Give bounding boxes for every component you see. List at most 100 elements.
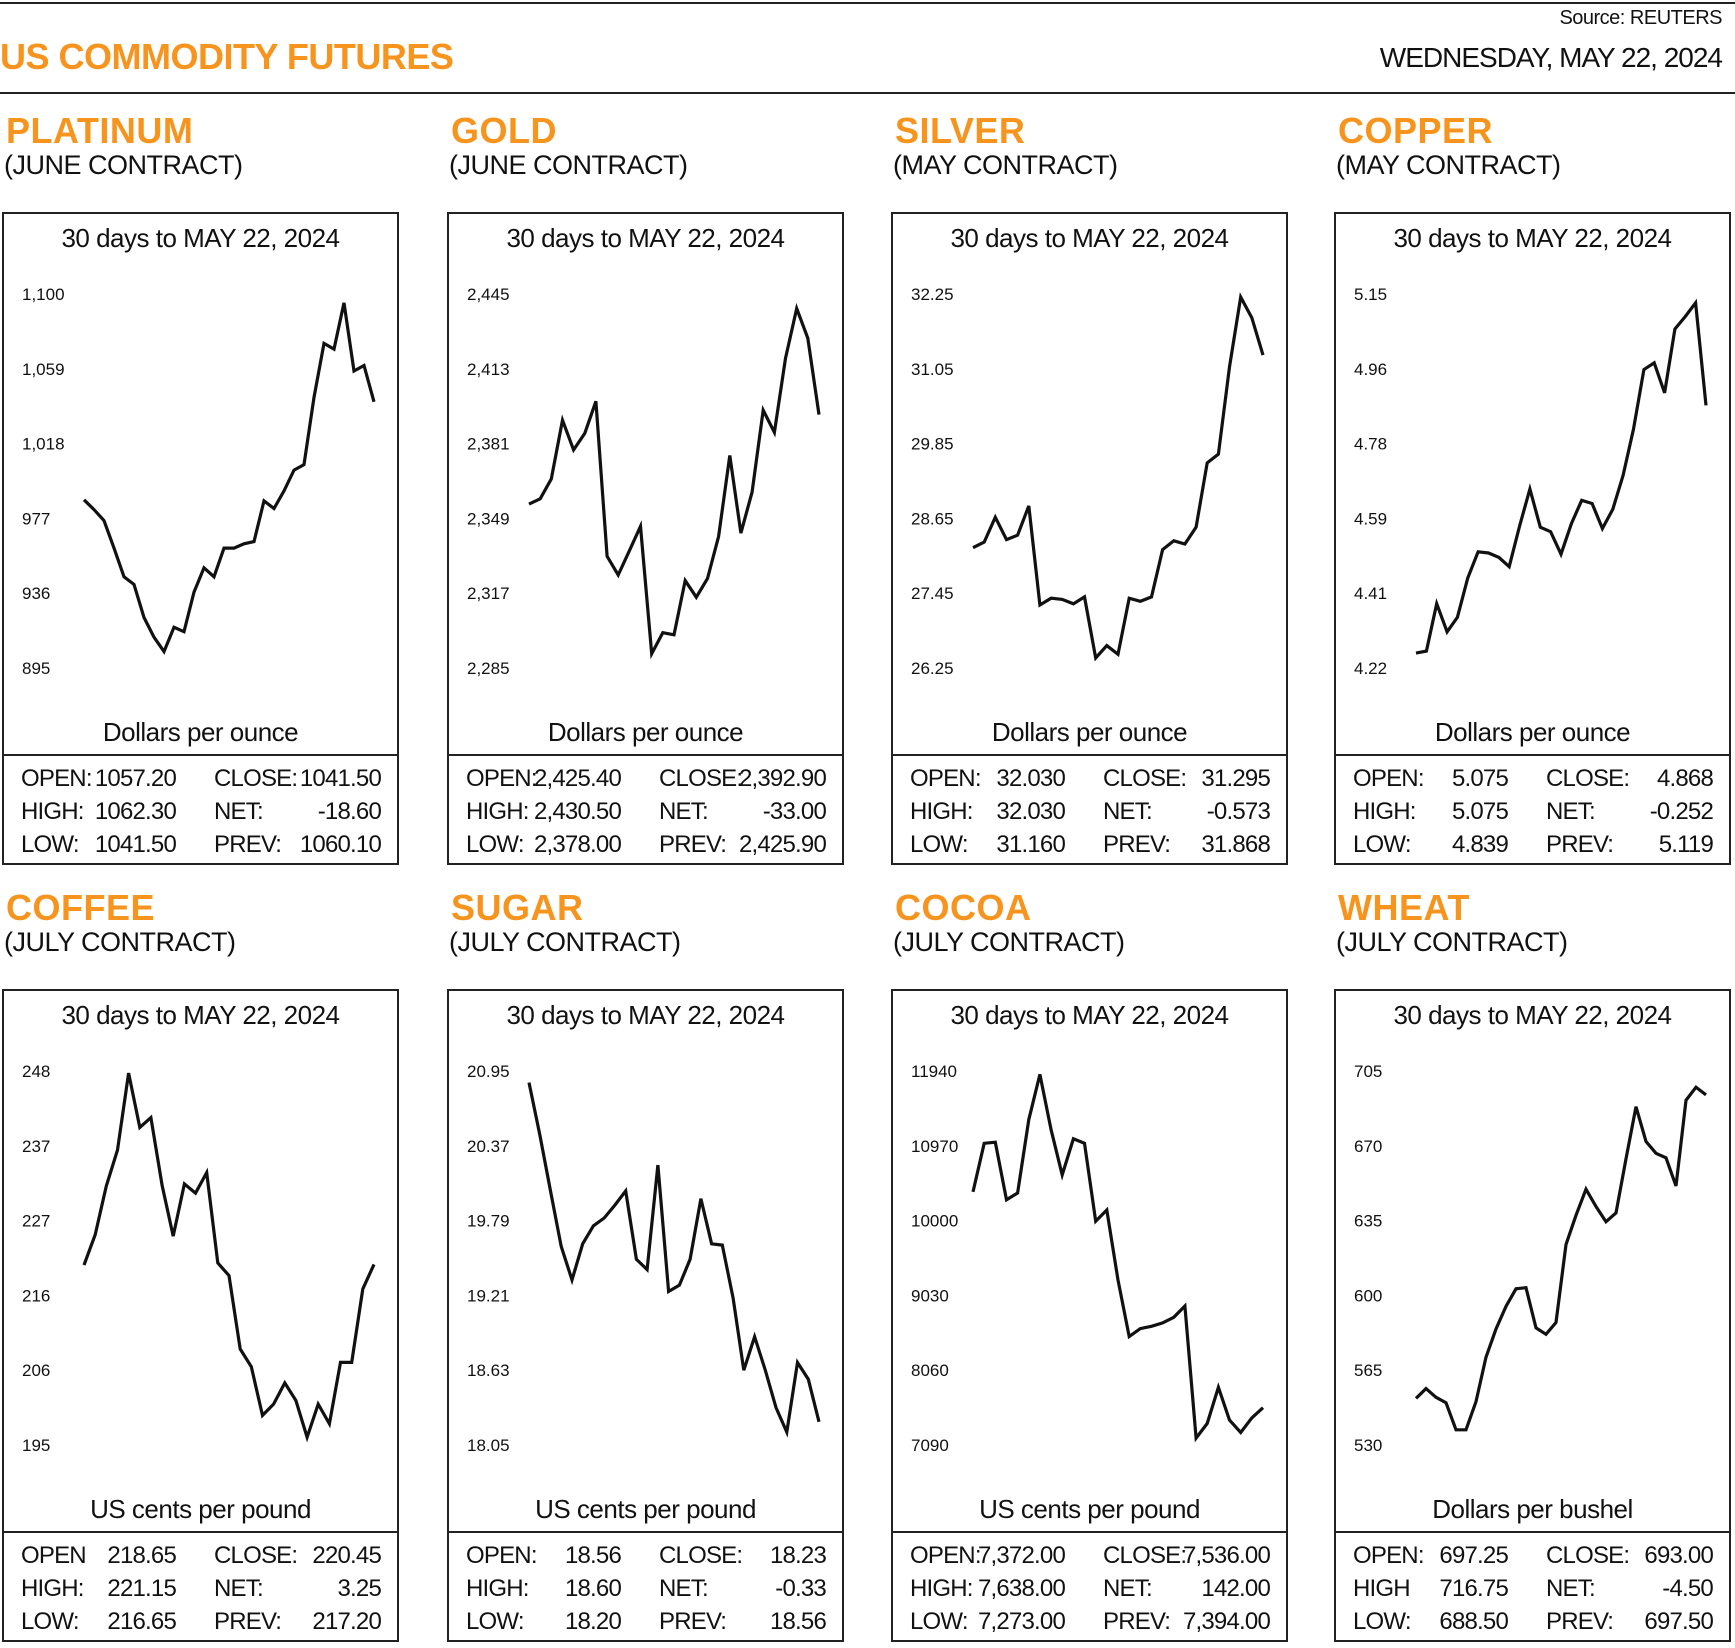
stat-label: LOW: [21, 1608, 79, 1635]
y-tick-label: 2,381 [467, 435, 510, 454]
stats-divider [449, 1531, 842, 1533]
chart-box: 30 days to MAY 22, 2024 5.15 4.96 4.78 4.59 4… [1334, 212, 1731, 865]
stat-value: 1057.20 [94, 765, 177, 792]
y-tick-label: 1,059 [22, 360, 65, 379]
y-tick-label: 2,349 [467, 509, 510, 528]
stat-label: NET: [659, 798, 709, 825]
chart-title: 30 days to MAY 22, 2024 [950, 223, 1229, 253]
stat-value: 5.075 [1451, 798, 1509, 825]
chart-box: 30 days to MAY 22, 2024 32.25 31.05 29.85 28… [891, 212, 1288, 865]
y-tick-label: 705 [1354, 1062, 1382, 1081]
contract-label: (JUNE CONTRACT) [449, 150, 688, 180]
stats-divider [1336, 1531, 1729, 1533]
y-tick-label: 19.79 [467, 1212, 510, 1231]
commodity-name: PLATINUM [6, 110, 194, 151]
contract-label: (JULY CONTRACT) [893, 927, 1125, 957]
y-tick-label: 31.05 [911, 360, 954, 379]
stat-label: NET: [214, 1575, 264, 1602]
chart-title: 30 days to MAY 22, 2024 [1393, 223, 1672, 253]
stat-label: HIGH: [910, 798, 973, 825]
stat-value: -4.50 [1662, 1575, 1714, 1602]
y-tick-label: 2,317 [467, 584, 510, 603]
y-tick-label: 18.05 [467, 1436, 510, 1455]
y-tick-label: 2,413 [467, 360, 510, 379]
stat-value: 1041.50 [94, 831, 177, 858]
contract-label: (JULY CONTRACT) [1336, 927, 1568, 957]
stat-label: LOW: [466, 831, 524, 858]
stat-value: 142.00 [1201, 1575, 1270, 1602]
stat-label: OPEN: [21, 765, 92, 792]
price-line [82, 1072, 376, 1443]
chart-title: 30 days to MAY 22, 2024 [61, 1000, 340, 1030]
stat-value: 688.50 [1439, 1608, 1508, 1635]
line-chart-sugar: 20.95 20.37 19.79 19.21 18.63 18.05 [467, 1062, 821, 1455]
y-tick-label: 530 [1354, 1436, 1382, 1455]
stats-divider [449, 754, 842, 756]
stat-value: -18.60 [317, 798, 382, 825]
stat-label: NET: [1103, 798, 1153, 825]
contract-label: (JULY CONTRACT) [449, 927, 681, 957]
stat-value: 3.25 [337, 1575, 381, 1602]
y-tick-label: 635 [1354, 1212, 1382, 1231]
stat-value: 7,372.00 [977, 1542, 1066, 1569]
price-line [528, 302, 821, 660]
commodity-name: SILVER [895, 110, 1026, 151]
stat-label: CLOSE: [214, 1542, 298, 1569]
y-tick-label: 20.37 [467, 1137, 510, 1156]
y-tick-label: 18.63 [467, 1361, 510, 1380]
line-chart-silver: 32.25 31.05 29.85 28.65 27.45 26.25 [911, 285, 1265, 678]
stat-value: 697.50 [1644, 1608, 1713, 1635]
stat-label: OPEN: [1353, 765, 1424, 792]
y-tick-label: 10970 [911, 1137, 958, 1156]
stat-label: OPEN: [466, 765, 537, 792]
unit-label: Dollars per ounce [991, 717, 1188, 747]
stat-label: HIGH [1353, 1575, 1411, 1602]
stat-label: CLOSE: [1546, 765, 1630, 792]
stat-value: 2,392.90 [738, 765, 827, 792]
stat-label: PREV: [1103, 831, 1171, 858]
header-rule [0, 92, 1735, 94]
stat-value: -0.252 [1649, 798, 1714, 825]
price-line [972, 292, 1265, 662]
commodity-name: COPPER [1338, 110, 1494, 151]
commodity-name: WHEAT [1338, 887, 1470, 928]
stat-value: 1060.10 [299, 831, 382, 858]
y-tick-label: 26.25 [911, 659, 954, 678]
price-line [82, 302, 376, 655]
stat-value: -0.33 [775, 1575, 827, 1602]
commodity-name: SUGAR [451, 887, 584, 928]
stat-label: PREV: [1103, 1608, 1171, 1635]
page-date: WEDNESDAY, MAY 22, 2024 [1379, 42, 1723, 73]
stats-divider [4, 754, 397, 756]
stat-label: CLOSE: [659, 1542, 743, 1569]
y-tick-label: 248 [22, 1062, 50, 1081]
stat-label: LOW: [910, 1608, 968, 1635]
y-tick-label: 565 [1354, 1361, 1382, 1380]
chart-box: 30 days to MAY 22, 2024 1,100 1,059 1,018 97… [2, 212, 399, 865]
stat-value: 7,273.00 [977, 1608, 1066, 1635]
stat-label: HIGH: [21, 798, 84, 825]
y-tick-label: 2,285 [467, 659, 510, 678]
y-tick-label: 1,100 [22, 285, 65, 304]
stat-value: 716.75 [1439, 1575, 1508, 1602]
y-tick-label: 977 [22, 509, 50, 528]
stat-label: NET: [1546, 798, 1596, 825]
stat-value: 31.295 [1201, 765, 1270, 792]
stat-value: 4.839 [1451, 831, 1509, 858]
stat-label: CLOSE: [1546, 1542, 1630, 1569]
stat-value: 1041.50 [299, 765, 382, 792]
unit-label: US cents per pound [979, 1494, 1200, 1524]
stat-label: HIGH: [910, 1575, 973, 1602]
unit-label: Dollars per bushel [1432, 1494, 1633, 1524]
stat-label: LOW: [21, 831, 79, 858]
contract-label: (MAY CONTRACT) [893, 150, 1118, 180]
y-tick-label: 19.21 [467, 1286, 510, 1305]
y-tick-label: 2,445 [467, 285, 510, 304]
line-chart-platinum: 1,100 1,059 1,018 977 936 895 [22, 285, 376, 678]
stat-value: 18.56 [564, 1542, 622, 1569]
top-rule [0, 2, 1735, 4]
stat-value: 18.20 [564, 1608, 622, 1635]
y-tick-label: 227 [22, 1212, 50, 1231]
unit-label: Dollars per ounce [547, 717, 744, 747]
stat-label: LOW: [466, 1608, 524, 1635]
